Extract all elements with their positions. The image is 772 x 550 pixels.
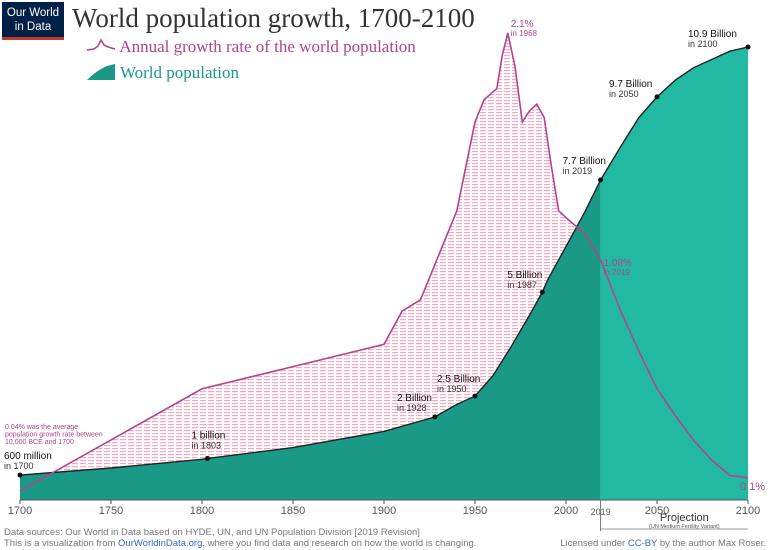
x-axis: 1700 1750 1800 1850 1900 1950 2000 2050 2100 2019…: [8, 499, 760, 531]
owid-link[interactable]: OurWorldinData.org: [118, 538, 203, 549]
growth-rate-area: [20, 33, 601, 500]
footer-sources: Data sources: Our World in Data based on…: [4, 527, 476, 549]
rate-sublabel-2019: in 2019: [604, 268, 631, 277]
population-label-pop1950: 2.5 Billion: [437, 374, 480, 385]
rate-label-2019: 1.08%: [604, 258, 632, 269]
footer-visualization: This is a visualization from OurWorldinD…: [4, 538, 476, 549]
x-tick-label: 1700: [8, 505, 32, 517]
population-sublabel-pop2019: in 2019: [563, 166, 593, 176]
legend-population-label: World population: [119, 63, 239, 82]
population-label-pop2100: 10.9 Billion: [688, 29, 737, 40]
legend-population: World population: [86, 62, 239, 83]
population-historical-area: [20, 180, 601, 500]
population-marker-pop1950: [472, 393, 478, 399]
growth-rate-line: [19, 32, 749, 492]
footer-sources-text: Data sources: Our World in Data based on…: [4, 527, 420, 538]
chart-title: World population growth, 1700-2100: [72, 3, 475, 33]
growth-rate-path: [19, 32, 749, 492]
growth-rate-hatch: [20, 33, 601, 500]
population-marker-pop2100: [745, 44, 751, 50]
legend-growth-label: Annual growth rate of the world populati…: [119, 37, 416, 56]
population-marker-pop1928: [432, 414, 438, 420]
projection-start-label: 2019: [591, 507, 611, 517]
population-legend-icon: [87, 64, 115, 80]
population-sublabel-pop1987: in 1987: [507, 280, 537, 290]
projection-sublabel: (UN Medium Fertility Variant): [649, 524, 720, 530]
population-sublabel-pop1700: in 1700: [4, 461, 34, 471]
cc-by-link[interactable]: CC-BY: [627, 538, 658, 549]
baseline-note-line: population growth rate between: [5, 432, 103, 439]
population-label-pop1803: 1 billion: [191, 430, 225, 441]
baseline-note-line: 10,000 BCE and 1700: [5, 439, 74, 446]
rate-label-1968: 2.1%: [511, 19, 534, 30]
population-label-pop2019: 7.7 Billion: [563, 156, 606, 167]
logo-line1: Our World: [6, 7, 60, 19]
owid-logo[interactable]: Our World in Data: [2, 2, 64, 40]
x-tick-label: 1800: [190, 505, 214, 517]
x-tick-label: 2050: [645, 505, 669, 517]
x-tick-label: 2000: [554, 505, 578, 517]
population-label-pop1928: 2 Billion: [397, 393, 432, 404]
license-suffix: by the author Max Roser.: [657, 538, 766, 549]
population-marker-pop1700: [17, 472, 23, 478]
population-marker-pop2019: [598, 177, 604, 183]
footer-visual-prefix: This is a visualization from: [4, 538, 119, 549]
rate-label-2100: 0.1%: [740, 481, 765, 493]
footer-visual-suffix: , where you find data and research on ho…: [202, 538, 477, 549]
population-marker-pop1987: [539, 289, 545, 295]
population-label-pop1700: 600 million: [4, 451, 52, 462]
x-tick-label: 2100: [736, 505, 760, 517]
growth-legend-icon: [86, 38, 116, 51]
x-tick-label: 1850: [281, 505, 305, 517]
population-sublabel-pop2100: in 2100: [688, 39, 718, 49]
rate-sublabel-1968: in 1968: [511, 29, 538, 38]
x-tick-label: 1950: [463, 505, 487, 517]
baseline-note-line: 0.04% was the average: [5, 424, 78, 431]
population-sublabel-pop1950: in 1950: [437, 384, 467, 394]
population-sublabel-pop2050: in 2050: [609, 89, 639, 99]
legend-growth-rate: Annual growth rate of the world populati…: [86, 36, 416, 57]
population-marker-pop2050: [654, 94, 660, 100]
population-marker-pop1803: [204, 455, 210, 461]
population-sublabel-pop1803: in 1803: [191, 440, 221, 450]
footer-license: Licensed under CC-BY by the author Max R…: [560, 538, 766, 549]
population-label-pop1987: 5 Billion: [507, 270, 542, 281]
logo-line2: in Data: [14, 21, 52, 33]
x-tick-label: 1750: [99, 505, 123, 517]
population-sublabel-pop1928: in 1928: [397, 403, 427, 413]
license-prefix: Licensed under: [560, 538, 628, 549]
projection-label: Projection: [660, 512, 709, 524]
population-label-pop2050: 9.7 Billion: [609, 79, 652, 90]
population-projection-area: [600, 47, 748, 500]
x-tick-label: 1900: [372, 505, 396, 517]
